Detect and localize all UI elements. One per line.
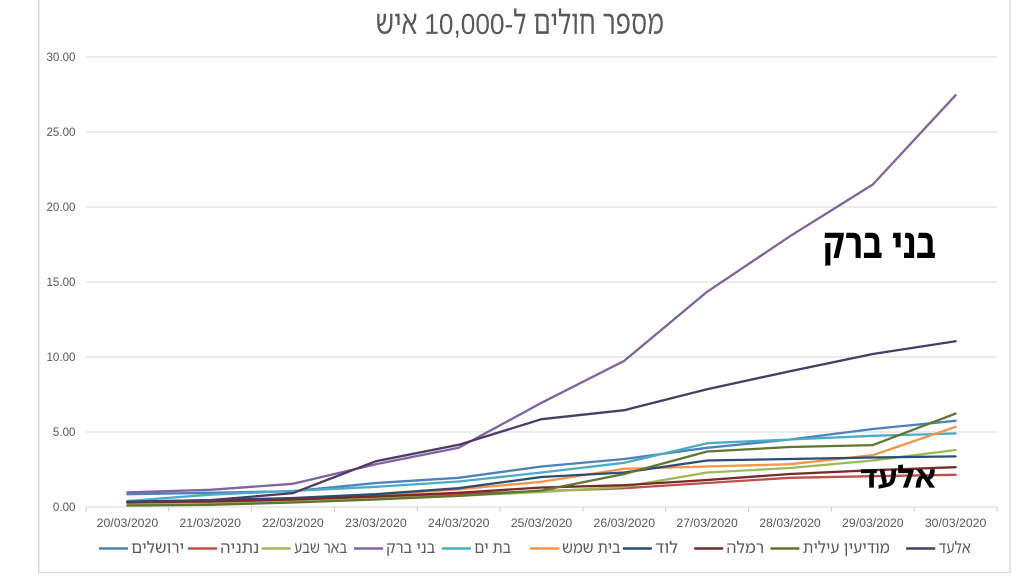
svg-text:25/03/2020: 25/03/2020 <box>511 516 573 530</box>
svg-text:24/03/2020: 24/03/2020 <box>428 516 490 530</box>
svg-text:10.00: 10.00 <box>46 351 75 364</box>
svg-text:28/03/2020: 28/03/2020 <box>759 516 821 530</box>
svg-text:15.00: 15.00 <box>46 276 75 289</box>
svg-text:21/03/2020: 21/03/2020 <box>179 516 241 530</box>
svg-text:29/03/2020: 29/03/2020 <box>842 516 904 530</box>
svg-text:23/03/2020: 23/03/2020 <box>345 516 407 530</box>
svg-text:25.00: 25.00 <box>46 126 75 139</box>
svg-text:0.00: 0.00 <box>53 501 76 514</box>
svg-text:26/03/2020: 26/03/2020 <box>594 516 656 530</box>
svg-text:5.00: 5.00 <box>53 426 76 439</box>
svg-text:20.00: 20.00 <box>46 201 75 214</box>
svg-text:30/03/2020: 30/03/2020 <box>925 516 987 530</box>
svg-text:27/03/2020: 27/03/2020 <box>676 516 738 530</box>
svg-text:30.00: 30.00 <box>46 51 75 64</box>
svg-text:22/03/2020: 22/03/2020 <box>262 516 324 530</box>
svg-text:20/03/2020: 20/03/2020 <box>97 516 159 530</box>
